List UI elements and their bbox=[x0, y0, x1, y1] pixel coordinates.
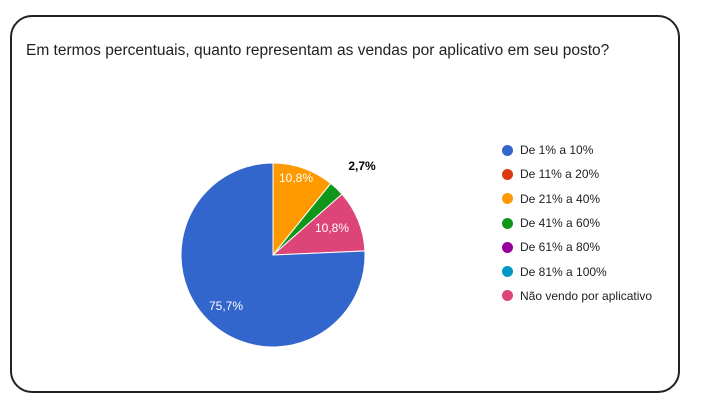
legend-item-5: De 81% a 100% bbox=[502, 259, 652, 283]
slice-data-label-0: 75,7% bbox=[209, 299, 243, 313]
legend-swatch-2 bbox=[502, 193, 513, 205]
legend-label-0: De 1% a 10% bbox=[520, 143, 594, 158]
legend-item-1: De 11% a 20% bbox=[502, 162, 652, 186]
legend-label-2: De 21% a 40% bbox=[520, 191, 601, 206]
legend-item-3: De 41% a 60% bbox=[502, 211, 652, 235]
chart-legend: De 1% a 10% De 11% a 20% De 21% a 40% De 41… bbox=[502, 138, 652, 308]
legend-item-6: Não vendo por aplicativo bbox=[502, 284, 652, 308]
legend-swatch-0 bbox=[502, 144, 513, 156]
legend-label-5: De 81% a 100% bbox=[520, 264, 607, 279]
chart-title: Em termos percentuais, quanto representa… bbox=[26, 42, 610, 59]
legend-label-3: De 41% a 60% bbox=[520, 216, 601, 231]
legend-item-4: De 61% a 80% bbox=[502, 235, 652, 259]
legend-swatch-3 bbox=[502, 217, 513, 229]
legend-swatch-5 bbox=[502, 266, 513, 278]
legend-label-1: De 11% a 20% bbox=[520, 167, 600, 182]
pie-slice-0 bbox=[180, 162, 366, 348]
legend-swatch-1 bbox=[502, 168, 513, 180]
legend-swatch-6 bbox=[502, 290, 513, 302]
legend-label-4: De 61% a 80% bbox=[520, 240, 601, 255]
slice-data-label-3: 2,7% bbox=[348, 159, 376, 173]
slice-data-label-2: 10,8% bbox=[279, 171, 313, 185]
slice-data-label-6: 10,8% bbox=[315, 221, 349, 235]
legend-item-0: De 1% a 10% bbox=[502, 138, 652, 162]
legend-label-6: Não vendo por aplicativo bbox=[520, 288, 653, 303]
legend-swatch-4 bbox=[502, 241, 513, 253]
legend-item-2: De 21% a 40% bbox=[502, 187, 652, 211]
